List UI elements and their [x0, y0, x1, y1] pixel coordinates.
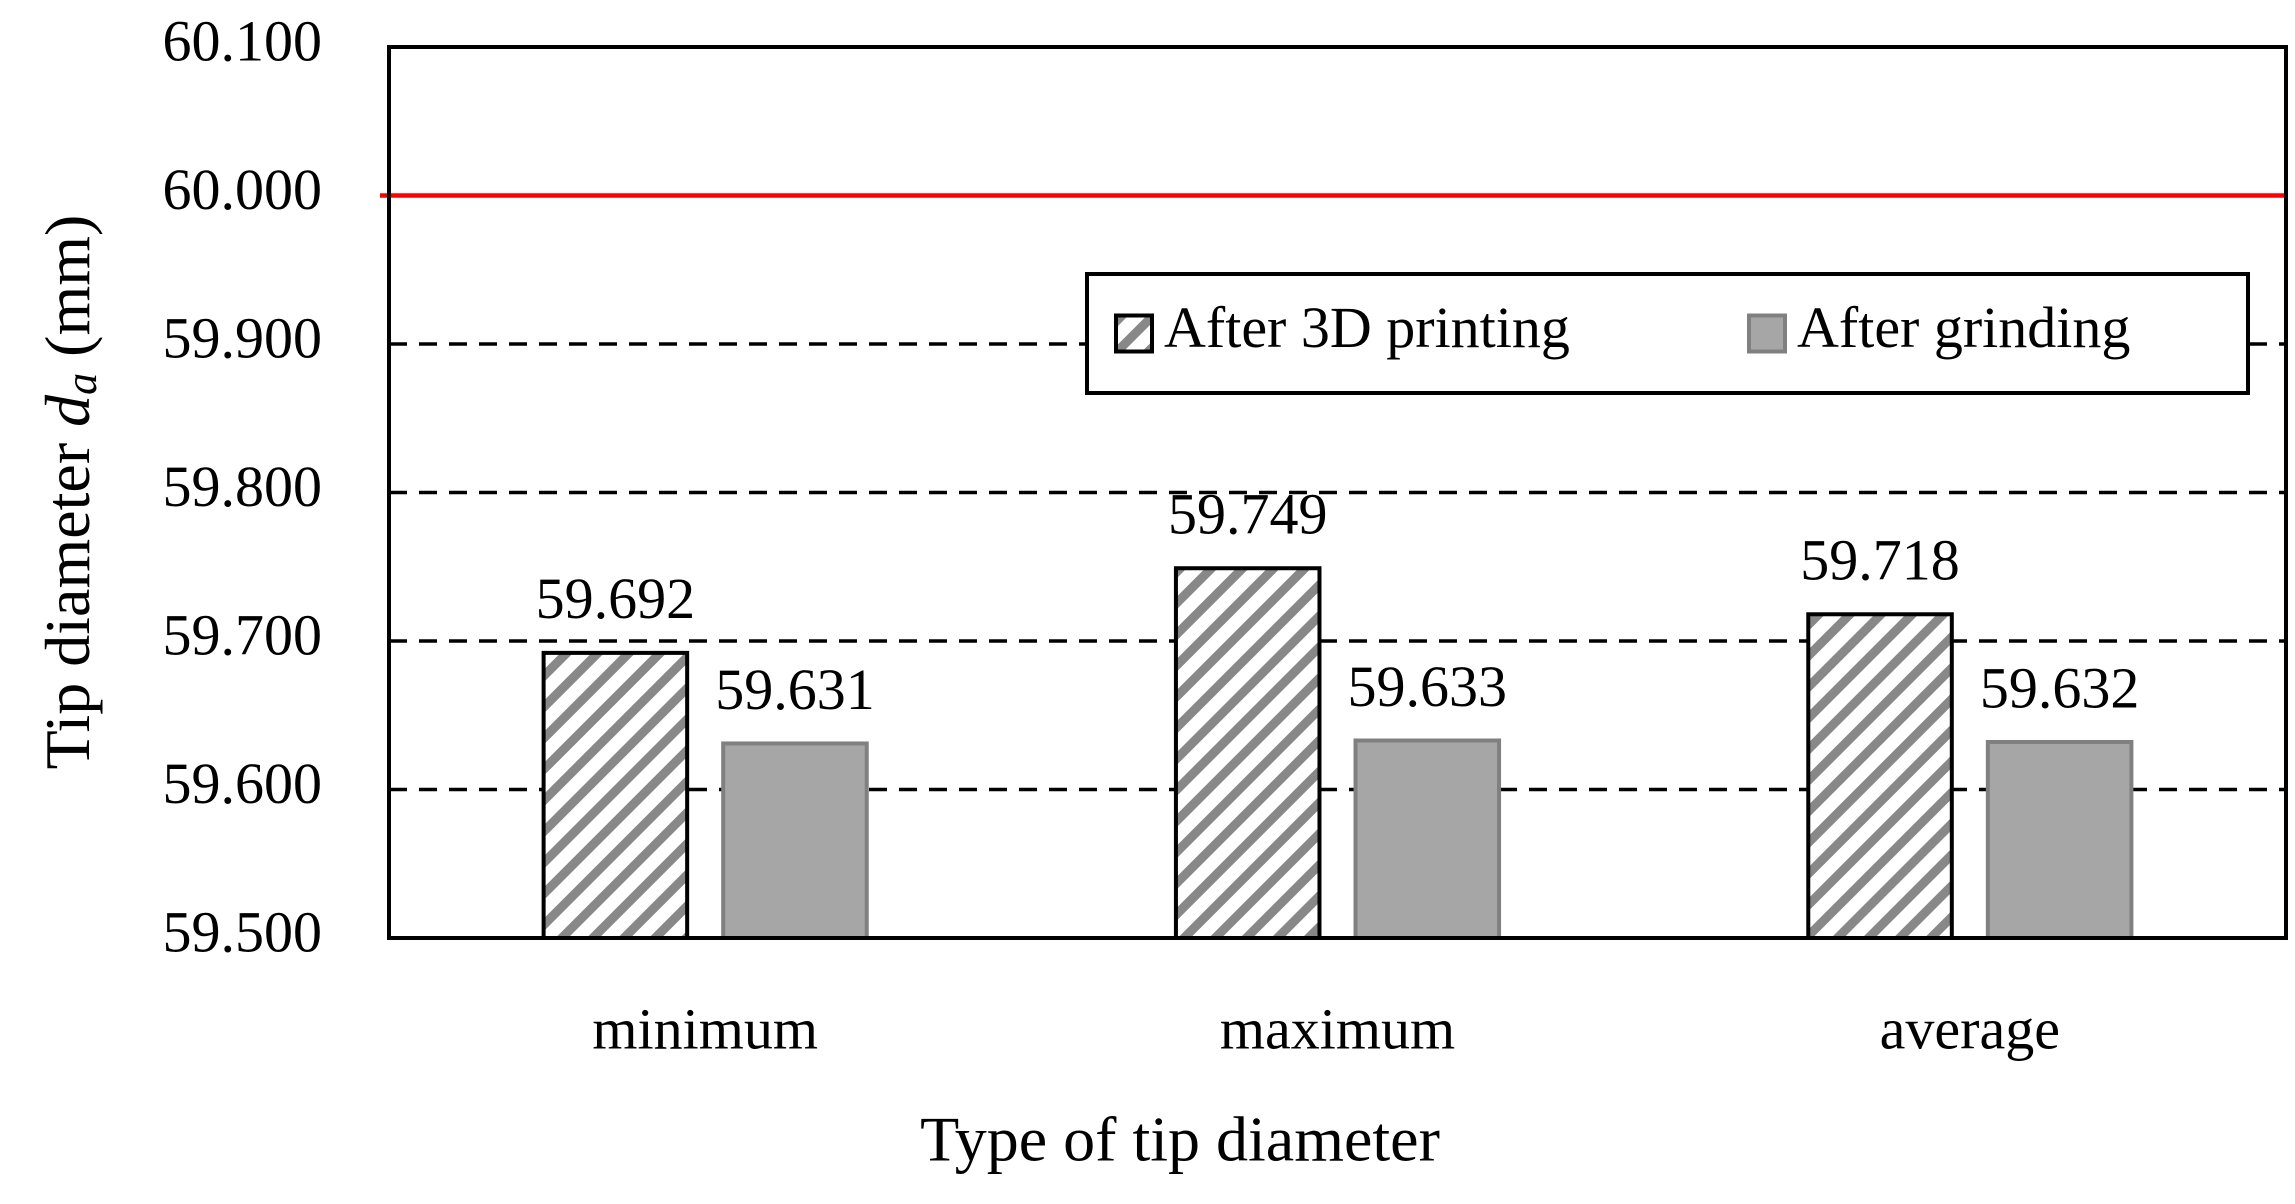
legend-label: After 3D printing [1164, 295, 1570, 360]
bar [1173, 566, 1322, 940]
y-tick-label: 60.000 [163, 157, 323, 222]
bar [721, 741, 869, 941]
x-tick-label: average [1880, 996, 2060, 1061]
bar [1985, 739, 2134, 940]
y-tick-label: 59.700 [163, 602, 323, 667]
y-axis-title: Tip diameter da (mm) [32, 215, 106, 770]
y-tick-label: 59.900 [163, 305, 323, 370]
bar [1353, 738, 1502, 940]
legend-swatch [1747, 313, 1787, 354]
data-label: 59.749 [1168, 482, 1328, 547]
x-tick-label: minimum [592, 996, 818, 1061]
bar [1806, 612, 1954, 941]
x-axis-title: Type of tip diameter [920, 1104, 1440, 1175]
legend-swatch [1114, 313, 1154, 354]
data-label: 59.633 [1348, 654, 1508, 719]
data-label: 59.632 [1980, 655, 2140, 720]
y-title-subscript: a [57, 373, 106, 395]
y-title-suffix: (mm) [32, 215, 103, 373]
data-label: 59.718 [1800, 528, 1960, 593]
legend-box [1085, 272, 2250, 395]
data-label: 59.692 [536, 566, 696, 631]
bar [541, 650, 690, 940]
y-tick-label: 59.600 [163, 751, 323, 816]
y-tick-label: 60.100 [163, 8, 323, 73]
plot-frame [387, 45, 2288, 940]
y-tick-label: 59.500 [163, 899, 323, 964]
y-title-prefix: Tip diameter [32, 427, 103, 770]
legend-label: After grinding [1797, 295, 2130, 360]
data-label: 59.631 [715, 657, 875, 722]
x-tick-label: maximum [1220, 996, 1455, 1061]
y-title-symbol: d [32, 394, 103, 427]
y-tick-label: 59.800 [163, 454, 323, 519]
